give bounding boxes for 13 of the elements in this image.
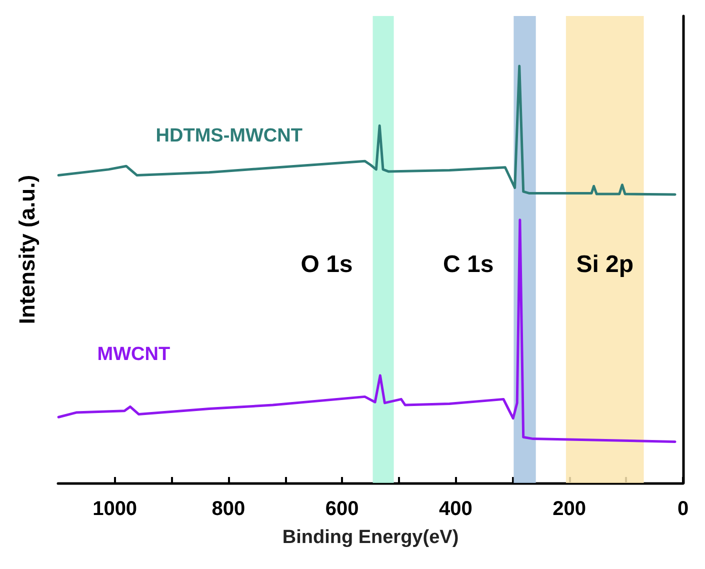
series-label: HDTMS-MWCNT — [156, 125, 303, 146]
band-label: C 1s — [442, 251, 494, 278]
x-tick-label: 200 — [552, 498, 586, 520]
x-tick-label: 800 — [212, 498, 246, 520]
x-tick-label: 0 — [677, 498, 689, 520]
x-axis-title: Binding Energy(eV) — [282, 527, 459, 548]
x-tick-label: 1000 — [92, 498, 138, 520]
band-label: Si 2p — [576, 251, 634, 278]
y-axis-title: Intensity (a.u.) — [14, 174, 40, 324]
x-tick-label: 400 — [439, 498, 472, 520]
band-label: O 1s — [300, 251, 353, 278]
text: MWCNT — [97, 344, 170, 366]
x-tick-label: 600 — [325, 498, 359, 520]
